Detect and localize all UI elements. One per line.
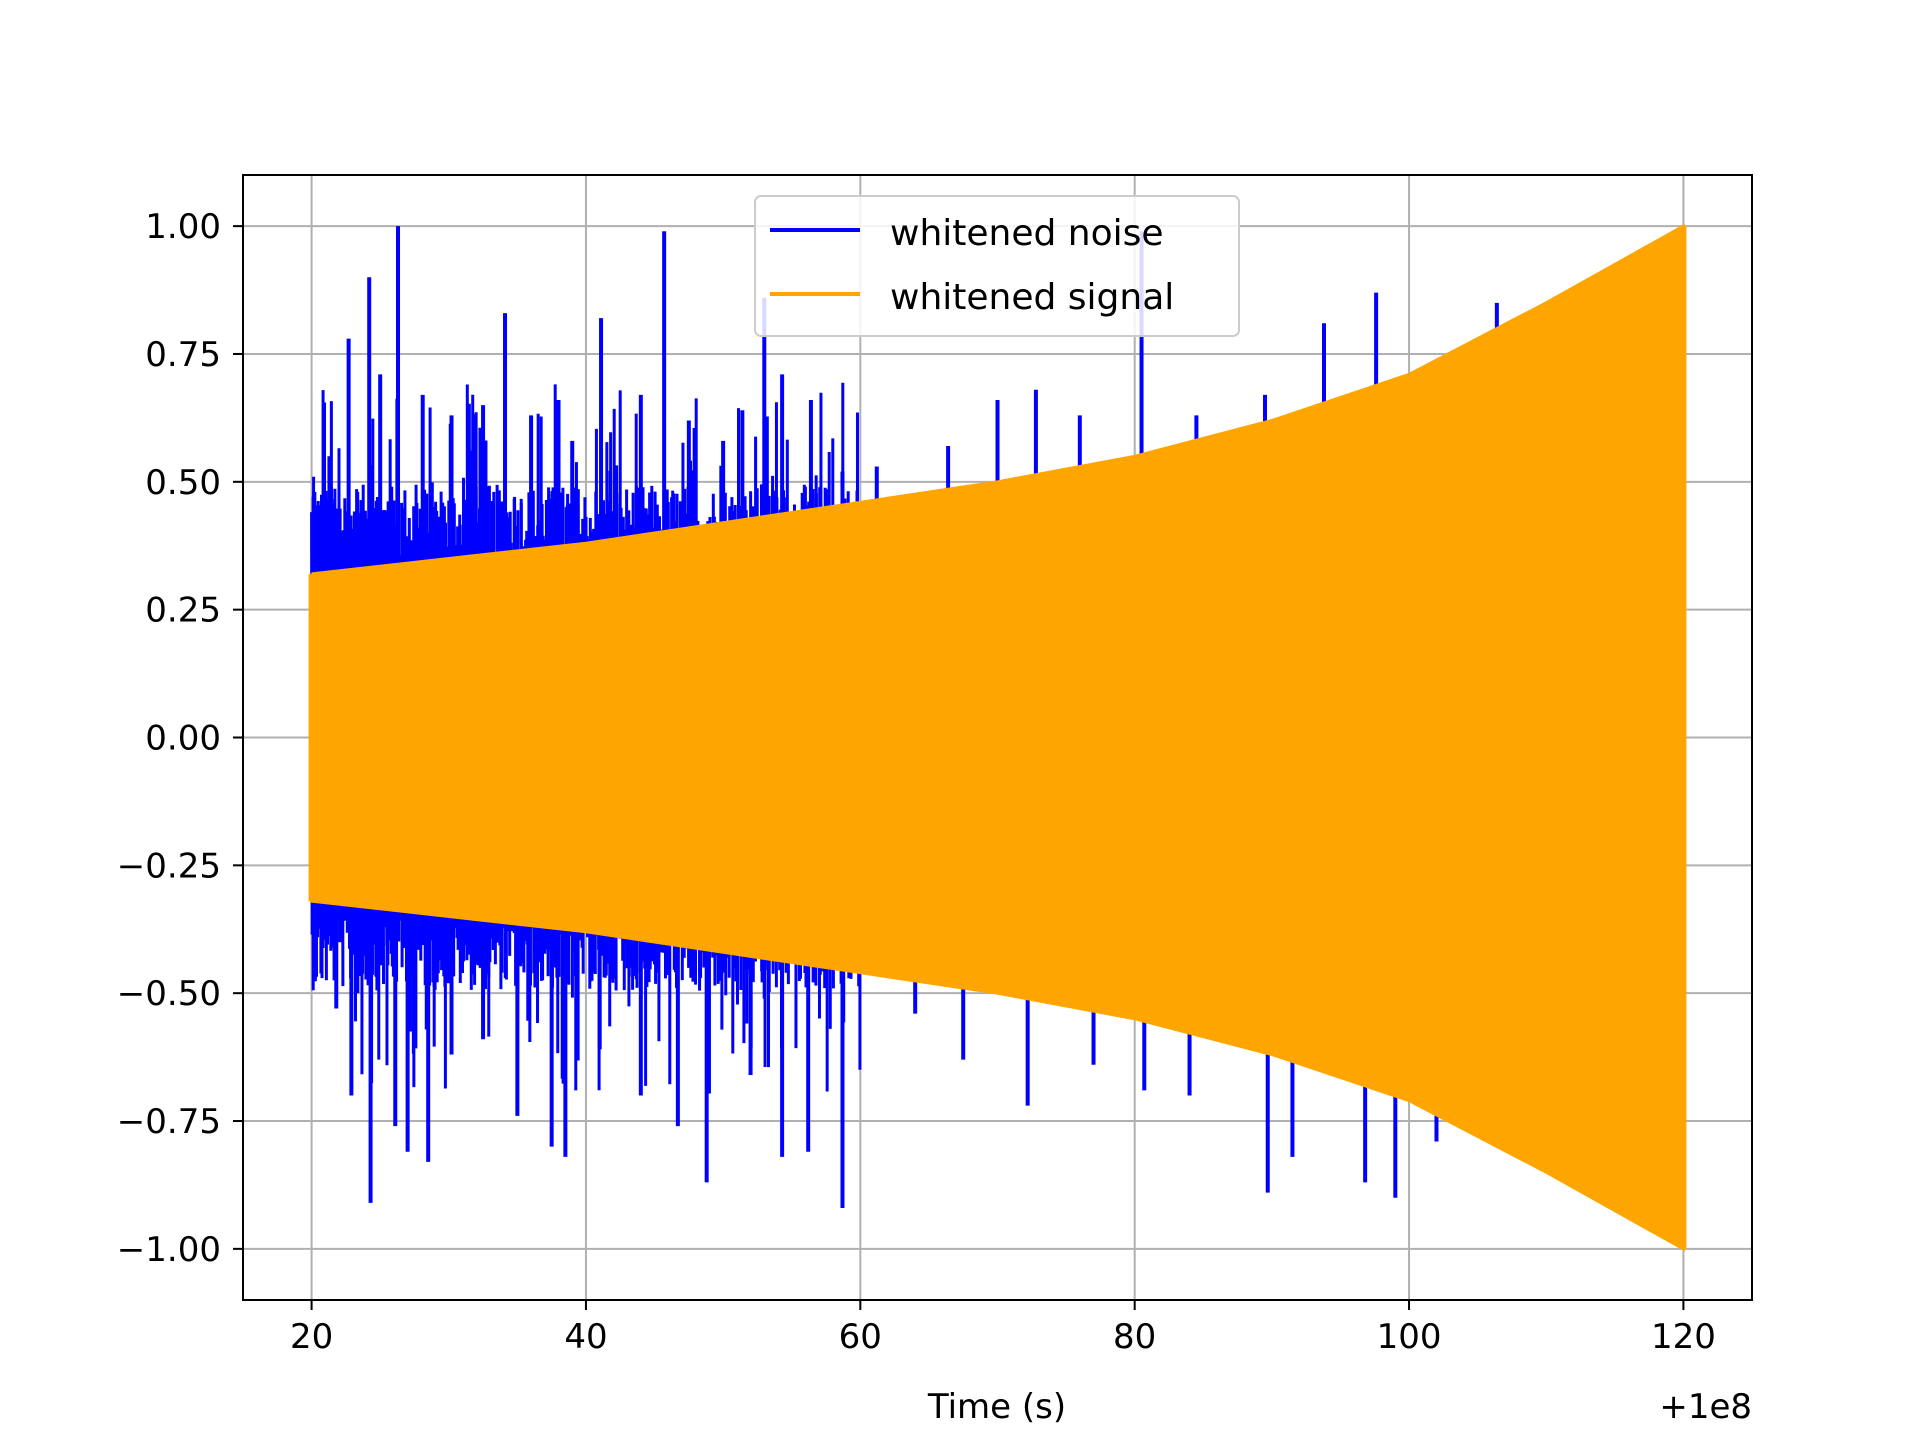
x-tick-label: 80 (1113, 1317, 1156, 1357)
y-tick-label: −0.75 (117, 1102, 221, 1142)
x-tick-label: 40 (564, 1317, 607, 1357)
x-tick-label: 100 (1377, 1317, 1442, 1357)
legend: whitened noise whitened signal (754, 195, 1240, 337)
y-tick-label: 0.25 (145, 591, 221, 631)
tick-layer: 20 40 60 80 100 120 1.00 0.75 0.50 0.25 0.00 −0.25 −… (117, 207, 1716, 1357)
y-tick-label: −0.25 (117, 846, 221, 886)
legend-box (754, 195, 1240, 337)
y-tick-label: −0.50 (117, 974, 221, 1014)
x-offset-text: +1e8 (1659, 1387, 1752, 1427)
y-tick-label: 1.00 (145, 207, 221, 247)
x-tick-label: 60 (839, 1317, 882, 1357)
y-tick-label: 0.75 (145, 335, 221, 375)
legend-label-signal: whitened signal (890, 277, 1174, 318)
y-tick-label: 0.50 (145, 463, 221, 503)
x-axis-label: Time (s) (927, 1387, 1066, 1427)
x-tick-label: 120 (1651, 1317, 1716, 1357)
data-layer (308, 223, 1687, 1252)
x-tick-label: 20 (290, 1317, 333, 1357)
legend-label-noise: whitened noise (890, 213, 1164, 254)
y-tick-label: −1.00 (117, 1230, 221, 1270)
y-tick-label: 0.00 (145, 719, 221, 759)
